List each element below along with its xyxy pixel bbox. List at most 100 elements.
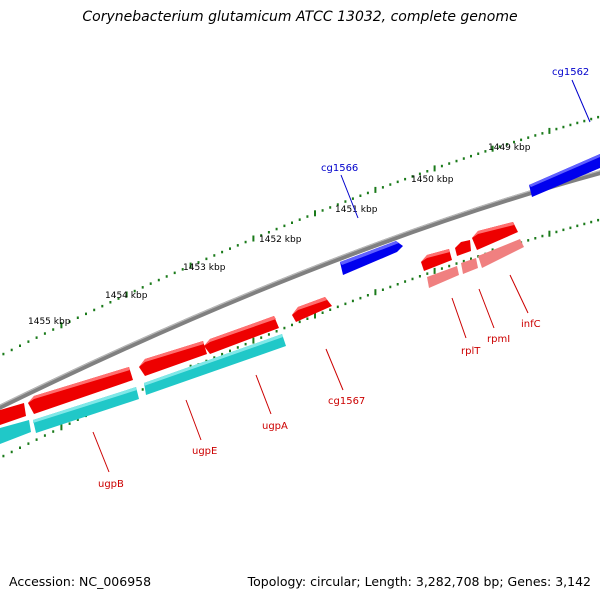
outer-scale-minor-tick (498, 145, 501, 148)
inner-scale-minor-tick (306, 317, 309, 320)
outer-scale-major-tick (60, 322, 63, 329)
outer-scale-minor-tick (470, 154, 472, 158)
gene-label-ugpE[interactable]: ugpE (192, 446, 217, 457)
outer-scale-major-tick (314, 210, 316, 217)
inner-scale-minor-tick (590, 220, 593, 224)
inner-scale-minor-tick (275, 330, 278, 333)
outer-scale-minor-tick (19, 344, 21, 347)
feature-rpmI-light (461, 258, 478, 274)
inner-scale-minor-tick (27, 442, 30, 445)
genome-backbone-highlight (0, 170, 600, 406)
outer-scale-minor-tick (541, 132, 544, 135)
scale-label-1450: 1450 kbp (411, 175, 454, 185)
reverse-gene-cg1567[interactable] (292, 297, 332, 322)
inner-scale-minor-tick (455, 262, 458, 265)
reverse-gene-ugpE[interactable] (139, 341, 207, 376)
inner-scale-minor-tick (221, 352, 224, 356)
outer-scale-minor-tick (10, 348, 13, 352)
inner-scale-minor-tick (52, 430, 55, 433)
reverse-gene-ugpA[interactable] (204, 316, 279, 354)
gene-label-infC[interactable]: infC (521, 319, 541, 330)
label-leader-lines (92, 79, 591, 473)
outer-scale-minor-tick (291, 221, 293, 224)
outer-scale-minor-tick (165, 275, 168, 278)
outer-scale-minor-tick (426, 170, 429, 173)
outer-scale-minor-tick (109, 301, 112, 304)
inner-scale-minor-tick (2, 454, 5, 458)
inner-scale-minor-tick (418, 275, 421, 278)
outer-scale-major-tick (491, 145, 494, 152)
gene-label-rpmI[interactable]: rpmI (487, 334, 510, 345)
outer-scale-minor-tick (101, 304, 104, 308)
outer-scale-minor-tick (197, 261, 200, 264)
inner-scale-minor-tick (562, 228, 565, 232)
outer-scale-minor-tick (236, 244, 239, 247)
inner-scale-minor-tick (396, 283, 399, 286)
outer-scale-track (2, 115, 600, 356)
outer-scale-minor-tick (448, 162, 451, 165)
outer-scale-minor-tick (583, 119, 586, 123)
reverse-gene-rplT[interactable] (421, 249, 452, 271)
outer-scale-minor-tick (366, 191, 369, 195)
gene-label-rplT[interactable]: rplT (461, 346, 481, 357)
inner-scale-minor-tick (344, 302, 347, 306)
gene-label-cg1562[interactable]: cg1562 (552, 67, 589, 78)
outer-scale-minor-tick (157, 278, 160, 282)
outer-scale-minor-tick (298, 218, 301, 221)
inner-scale-minor-tick (291, 323, 293, 327)
scale-label-1452: 1452 kbp (259, 235, 302, 245)
outer-scale-minor-tick (513, 140, 515, 144)
outer-scale-minor-tick (404, 177, 407, 181)
reverse-gene-left-edge[interactable] (0, 403, 26, 425)
cds-ugpB (33, 387, 139, 433)
reverse-gene-infC[interactable] (472, 222, 518, 250)
gene-label-ugpB[interactable]: ugpB (98, 479, 124, 490)
inner-scale-minor-tick (527, 239, 530, 242)
reverse-gene-rpmI[interactable] (455, 240, 471, 256)
leader-ugpE (185, 399, 202, 441)
inner-scale-minor-tick (576, 224, 579, 228)
outer-scale-minor-tick (244, 240, 247, 244)
genome-summary-text: Topology: circular; Length: 3,282,708 bp… (247, 574, 591, 589)
scale-label-1449: 1449 kbp (488, 143, 531, 153)
outer-scale-minor-tick (133, 289, 136, 293)
outer-scale-minor-tick (229, 247, 231, 250)
inner-scale-minor-tick (426, 272, 429, 275)
outer-scale-minor-tick (359, 194, 362, 197)
outer-scale-minor-tick (418, 172, 421, 176)
inner-scale-minor-tick (329, 308, 332, 311)
forward-gene-cg1566[interactable] (340, 241, 403, 275)
outer-scale-minor-tick (52, 328, 55, 331)
inner-scale-major-tick (548, 230, 551, 237)
inner-scale-minor-tick (298, 320, 301, 324)
outer-scale-minor-tick (505, 143, 508, 146)
inner-scale-minor-tick (229, 349, 231, 353)
outer-scale-major-tick (189, 262, 192, 269)
inner-scale-minor-tick (260, 336, 263, 339)
forward-gene-cg1562[interactable] (529, 154, 600, 197)
outer-scale-minor-tick (597, 115, 600, 119)
outer-scale-minor-tick (173, 271, 176, 275)
outer-scale-minor-tick (520, 138, 523, 142)
inner-scale-minor-tick (569, 226, 572, 230)
inner-scale-minor-tick (35, 438, 38, 441)
inner-scale-minor-tick (448, 264, 451, 268)
inner-scale-minor-tick (213, 356, 216, 359)
outer-scale-minor-tick (141, 286, 144, 289)
feature-infC-light (478, 239, 524, 268)
gene-labels: cg1562 cg1566 infC rpmI rplT cg1567 ugpA… (98, 67, 589, 490)
inner-scale-minor-tick (359, 296, 362, 300)
gene-label-ugpA[interactable]: ugpA (262, 421, 288, 432)
leader-rplT (451, 297, 467, 339)
inner-scale-minor-tick (555, 230, 558, 234)
gene-label-cg1567[interactable]: cg1567 (328, 396, 365, 407)
reverse-gene-ugpB[interactable] (28, 367, 133, 414)
inner-scale-minor-tick (76, 418, 79, 421)
scale-label-1454: 1454 kbp (105, 291, 148, 301)
outer-scale-minor-tick (283, 224, 286, 228)
gene-label-cg1566[interactable]: cg1566 (321, 163, 358, 174)
outer-scale-minor-tick (411, 175, 414, 178)
leader-cg1566 (340, 174, 359, 219)
leader-rpmI (478, 288, 495, 329)
